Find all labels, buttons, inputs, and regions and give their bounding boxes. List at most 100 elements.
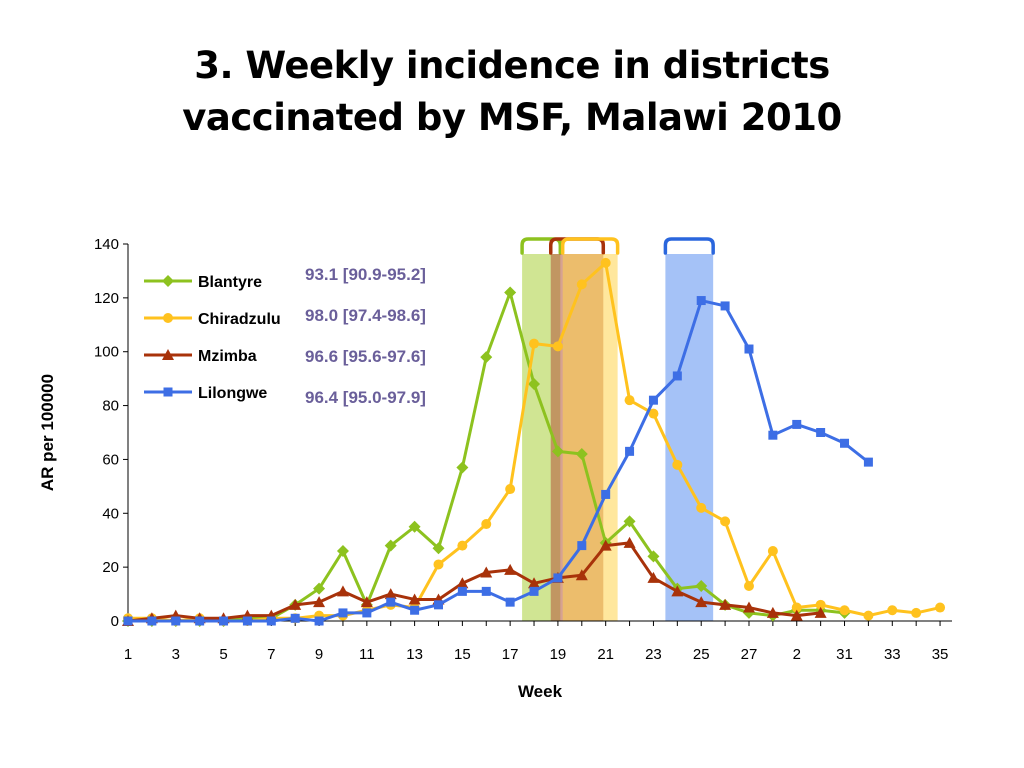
- data-point-chiradzulu: [576, 279, 587, 290]
- y-tick-label: 40: [102, 505, 119, 522]
- data-point-blantyre: [575, 448, 588, 461]
- data-point-lilongwe: [696, 296, 706, 306]
- data-point-chiradzulu: [529, 338, 540, 349]
- data-point-blantyre: [408, 520, 421, 533]
- data-point-lilongwe: [171, 616, 181, 626]
- data-point-lilongwe: [863, 457, 873, 467]
- data-point-lilongwe: [744, 344, 754, 354]
- vaccination-bracket-blantyre: [520, 237, 563, 255]
- data-point-lilongwe: [672, 371, 682, 381]
- data-point-chiradzulu: [839, 605, 850, 616]
- coverage-annotation: 98.0 [97.4-98.6]: [305, 306, 426, 325]
- legend-marker-lilongwe: [163, 387, 173, 397]
- data-point-mzimba: [623, 536, 636, 548]
- data-point-lilongwe: [338, 608, 348, 618]
- x-tick-label: 13: [406, 646, 423, 663]
- data-point-chiradzulu: [791, 602, 802, 613]
- data-point-mzimba: [695, 596, 708, 608]
- data-point-mzimba: [504, 563, 517, 575]
- data-point-lilongwe: [553, 573, 563, 583]
- data-point-lilongwe: [816, 428, 826, 437]
- data-point-lilongwe: [529, 586, 539, 596]
- x-tick-label: 17: [502, 646, 519, 663]
- data-point-mzimba: [289, 598, 302, 610]
- legend-label-blantyre: Blantyre: [198, 274, 262, 291]
- legend-marker-blantyre: [162, 275, 174, 287]
- data-point-lilongwe: [577, 541, 587, 551]
- data-point-lilongwe: [625, 446, 635, 456]
- chart-title: 3. Weekly incidence in districts vaccina…: [0, 40, 1024, 144]
- data-point-chiradzulu: [672, 459, 683, 470]
- data-point-blantyre: [695, 579, 708, 592]
- data-point-chiradzulu: [648, 408, 659, 419]
- legend-label-lilongwe: Lilongwe: [198, 385, 267, 402]
- legend-marker-mzimba: [162, 349, 174, 360]
- data-point-chiradzulu: [600, 257, 611, 268]
- data-point-mzimba: [313, 596, 326, 608]
- x-axis-title: Week: [518, 682, 563, 701]
- data-point-lilongwe: [457, 586, 467, 596]
- data-point-chiradzulu: [815, 599, 826, 610]
- x-tick-label: 25: [693, 646, 710, 663]
- data-point-blantyre: [623, 515, 636, 528]
- x-tick-label: 2: [793, 646, 801, 663]
- data-point-mzimba: [790, 609, 803, 621]
- x-tick-label: 5: [219, 646, 227, 663]
- y-tick-label: 60: [102, 451, 119, 468]
- data-point-mzimba: [575, 569, 588, 581]
- data-point-chiradzulu: [433, 559, 444, 570]
- data-point-lilongwe: [433, 600, 443, 610]
- data-point-mzimba: [671, 585, 684, 597]
- x-tick-label: 11: [359, 646, 375, 663]
- y-tick-label: 20: [102, 559, 119, 576]
- data-point-lilongwe: [123, 616, 133, 626]
- data-point-lilongwe: [242, 616, 252, 626]
- data-point-mzimba: [408, 593, 421, 605]
- vaccination-bracket-chiradzulu: [560, 237, 620, 255]
- x-tick-label: 1: [124, 646, 132, 663]
- data-point-chiradzulu: [911, 607, 922, 618]
- data-point-mzimba: [528, 577, 541, 589]
- data-point-blantyre: [384, 539, 397, 552]
- data-point-blantyre: [432, 542, 445, 555]
- data-point-lilongwe: [290, 613, 300, 623]
- data-point-lilongwe: [505, 597, 515, 607]
- legend-marker-chiradzulu: [163, 313, 173, 323]
- data-point-mzimba: [647, 571, 660, 583]
- data-point-lilongwe: [410, 605, 420, 615]
- legend-item-mzimba: Mzimba: [144, 348, 257, 365]
- data-point-chiradzulu: [720, 516, 731, 527]
- legend-item-lilongwe: Lilongwe: [144, 385, 267, 402]
- data-point-mzimba: [360, 596, 373, 608]
- data-point-mzimba: [384, 588, 397, 600]
- data-point-mzimba: [814, 606, 827, 618]
- data-point-chiradzulu: [481, 519, 492, 530]
- data-point-blantyre: [480, 351, 493, 364]
- title-line-2: vaccinated by MSF, Malawi 2010: [182, 96, 842, 139]
- data-point-chiradzulu: [624, 395, 635, 406]
- legend-label-mzimba: Mzimba: [198, 348, 257, 365]
- y-tick-label: 120: [94, 290, 119, 307]
- vaccination-bracket-lilongwe: [663, 237, 715, 255]
- y-tick-label: 100: [94, 344, 119, 361]
- data-point-blantyre: [647, 550, 660, 563]
- data-point-mzimba: [742, 601, 755, 613]
- x-tick-label: 21: [597, 646, 614, 663]
- data-point-mzimba: [336, 585, 349, 597]
- data-point-blantyre: [313, 582, 326, 595]
- series-mzimba: [122, 536, 827, 626]
- data-point-chiradzulu: [696, 502, 707, 513]
- data-point-mzimba: [766, 606, 779, 618]
- x-tick-label: 3: [172, 646, 180, 663]
- y-tick-label: 140: [94, 236, 119, 253]
- x-tick-label: 7: [267, 646, 275, 663]
- coverage-annotations: 93.1 [90.9-95.2] 98.0 [97.4-98.6] 96.6 [95…: [305, 265, 426, 407]
- data-point-lilongwe: [792, 419, 802, 429]
- data-point-chiradzulu: [935, 602, 946, 613]
- x-tick-label: 35: [932, 646, 949, 663]
- data-point-lilongwe: [266, 616, 276, 626]
- x-tick-label: 15: [454, 646, 471, 663]
- data-point-lilongwe: [362, 608, 372, 618]
